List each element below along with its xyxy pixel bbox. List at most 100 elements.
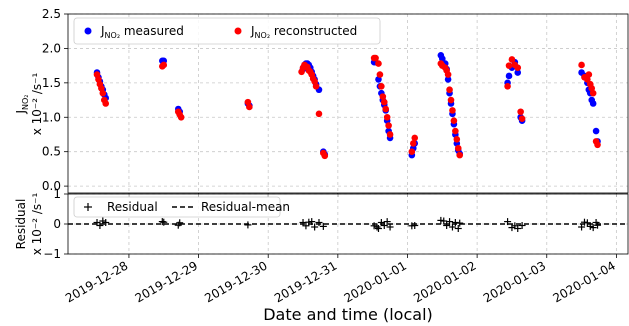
residual-point xyxy=(578,223,586,231)
x-tick-label: 2020-01-02 xyxy=(411,258,478,305)
x-axis-label: Date and time (local) xyxy=(263,305,433,324)
reconstructed-point xyxy=(385,122,392,129)
residual-point xyxy=(319,222,327,230)
reconstructed-point xyxy=(505,62,513,69)
reconstructed-point xyxy=(246,103,253,111)
legend-mean-label: Residual-mean xyxy=(201,200,290,214)
top-y-tick-label: 1.0 xyxy=(42,110,61,124)
x-tick-label: 2019-12-30 xyxy=(202,258,269,305)
ylabel-main: J xyxy=(14,110,28,115)
top-y-tick-label: 0.5 xyxy=(42,145,61,159)
residual-point xyxy=(244,221,252,229)
top-y-tick-label: 2.0 xyxy=(42,41,61,55)
reconstructed-point xyxy=(160,61,168,69)
reconstructed-point xyxy=(409,140,417,147)
top-y-axis-unit: x 10⁻² /s⁻¹ xyxy=(30,73,44,136)
measured-point xyxy=(444,76,452,83)
top-legend: JNO₂ measured JNO₂ reconstructed xyxy=(73,17,381,45)
residual-point xyxy=(448,223,456,231)
residual-point xyxy=(446,218,454,226)
legend-residual-label: Residual xyxy=(107,200,158,214)
reconstructed-point xyxy=(321,152,329,160)
reconstructed-point xyxy=(444,71,452,78)
legend-subscript: NO₂ xyxy=(255,31,271,40)
x-tick-label: 2020-01-03 xyxy=(481,258,548,305)
reconstructed-point xyxy=(411,134,419,142)
reconstructed-point xyxy=(453,136,461,143)
residual-point xyxy=(308,218,316,226)
ylabel-subscript: NO₂ xyxy=(21,94,30,110)
reconstructed-point xyxy=(408,148,416,155)
residual-point xyxy=(374,225,382,232)
reconstructed-point xyxy=(177,113,185,121)
residual-point xyxy=(504,218,512,226)
residual-point xyxy=(443,222,451,229)
top-y-tick-label: 2.5 xyxy=(42,7,61,21)
legend-suffix: reconstructed xyxy=(270,24,357,38)
bottom-plot-frame xyxy=(67,193,629,255)
reconstructed-point xyxy=(589,89,597,97)
residual-point xyxy=(380,222,388,229)
residual-point xyxy=(514,225,522,232)
reconstructed-point xyxy=(379,93,387,100)
reconstructed-point xyxy=(446,86,453,94)
legend-name: J xyxy=(250,24,255,38)
reconstructed-point xyxy=(378,82,385,90)
bottom-y-tick-label: −1 xyxy=(43,247,61,261)
residual-point xyxy=(589,224,597,232)
residual-point xyxy=(373,223,381,231)
residual-point xyxy=(383,218,391,226)
residual-point xyxy=(160,218,168,226)
legend-name: J xyxy=(100,24,105,38)
reconstructed-point xyxy=(454,144,462,152)
top-plot-frame xyxy=(67,13,629,194)
reconstructed-point xyxy=(386,131,394,138)
top-legend-box xyxy=(73,17,381,45)
reconstructed-point xyxy=(452,127,459,135)
residual-point xyxy=(411,222,419,229)
bottom-y-axis-label: Residual xyxy=(14,199,28,250)
reconstructed-point xyxy=(504,82,511,90)
x-tick-label: 2019-12-31 xyxy=(272,258,339,305)
legend-subscript: NO₂ xyxy=(105,31,121,40)
bottom-legend: Residual Residual-mean xyxy=(73,196,290,218)
reconstructed-point xyxy=(376,71,384,78)
bottom-y-tick-label: 1 xyxy=(53,187,61,201)
x-tick-label: 2020-01-04 xyxy=(550,258,617,305)
reconstructed-point xyxy=(380,98,388,106)
residual-point xyxy=(594,221,602,229)
residual-point xyxy=(302,222,310,230)
legend-suffix: measured xyxy=(120,24,184,38)
residual-point xyxy=(456,219,464,227)
top-y-axis-label: JNO₂ xyxy=(14,94,30,114)
top-y-tick-label: 1.5 xyxy=(42,76,61,90)
measured-point xyxy=(514,69,522,76)
residual-point xyxy=(102,219,110,226)
reconstructed-point xyxy=(383,113,391,121)
residual-point xyxy=(311,223,319,231)
measured-point xyxy=(592,127,600,135)
residual-point xyxy=(583,219,591,227)
reconstructed-point xyxy=(585,71,593,78)
reconstructed-point xyxy=(518,115,526,122)
reconstructed-point xyxy=(99,89,107,97)
reconstructed-point xyxy=(102,100,110,107)
residual-point xyxy=(518,222,526,229)
residual-point xyxy=(315,219,323,226)
residual-point xyxy=(454,225,462,232)
reconstructed-point xyxy=(594,141,601,149)
reconstructed-point xyxy=(447,96,455,104)
measured-point xyxy=(505,72,513,80)
reconstructed-point xyxy=(312,82,320,90)
legend-reconstructed-label: JNO₂ reconstructed xyxy=(250,24,357,40)
reconstructed-point xyxy=(315,110,323,118)
residual-point xyxy=(96,222,104,229)
legend-measured-label: JNO₂ measured xyxy=(100,24,184,40)
x-tick-label: 2019-12-29 xyxy=(133,258,200,305)
legend-reconstructed-marker xyxy=(234,27,242,35)
reconstructed-point xyxy=(456,151,464,159)
legend-measured-marker xyxy=(84,27,92,35)
residual-point xyxy=(176,219,184,227)
